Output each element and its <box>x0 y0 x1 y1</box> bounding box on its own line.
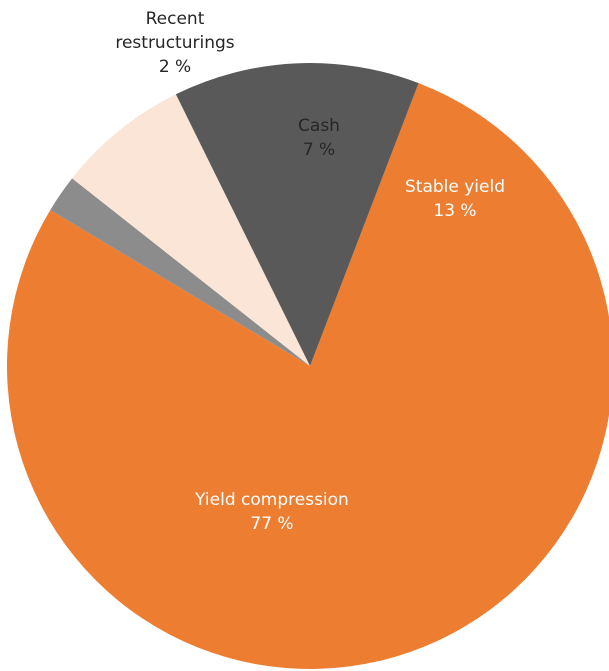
slice-value-label: 7 % <box>303 140 335 160</box>
slice-label-cash: Cash 7 % <box>298 116 340 160</box>
pie-slice-recent-restructurings <box>50 178 310 366</box>
pie-labels: Yield compression 77 % Recent restructuring… <box>115 9 505 534</box>
slice-name-label: Cash <box>298 116 340 136</box>
pie-slice-yield-compression <box>7 83 609 669</box>
slice-label-recent-restructurings: Recent restructurings 2 % <box>115 9 234 77</box>
slice-value-label: 2 % <box>159 57 191 77</box>
pie-slices <box>7 63 609 669</box>
slice-name-label: Yield compression <box>194 490 349 510</box>
slice-value-label: 77 % <box>250 514 293 534</box>
pie-slice-stable-yield <box>175 63 419 366</box>
slice-label-stable-yield: Stable yield 13 % <box>405 177 505 221</box>
slice-label-yield-compression: Yield compression 77 % <box>194 490 349 534</box>
slice-value-label: 13 % <box>433 201 476 221</box>
slice-name-label: restructurings <box>115 33 234 53</box>
slice-name-label: Stable yield <box>405 177 505 197</box>
slice-name-label: Recent <box>146 9 205 29</box>
pie-slice-cash <box>72 94 310 367</box>
